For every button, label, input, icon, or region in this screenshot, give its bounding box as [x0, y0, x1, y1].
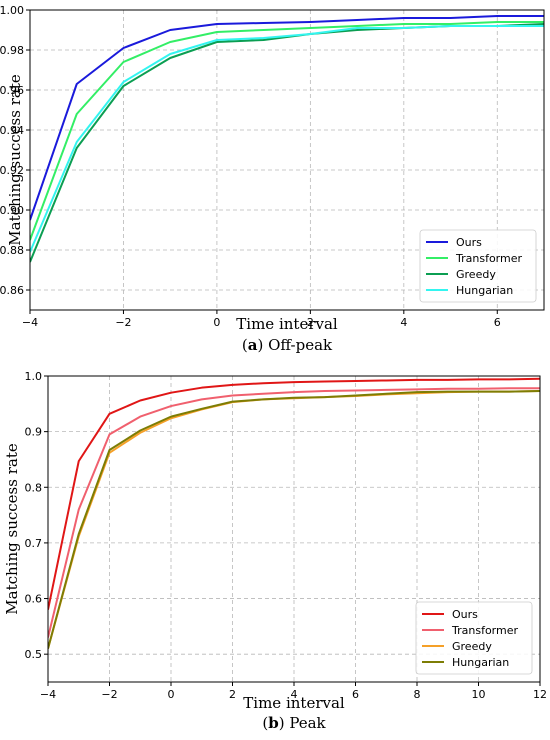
series-line-ours — [30, 15, 544, 221]
x-tick-label: 2 — [307, 316, 314, 329]
x-tick-label: 6 — [352, 688, 359, 701]
legend-label-ours: Ours — [456, 236, 482, 249]
y-tick-label: 1.0 — [25, 370, 43, 383]
y-tick-label: 0.92 — [0, 164, 24, 177]
y-tick-label: 0.94 — [0, 124, 24, 137]
legend-box — [415, 601, 533, 675]
y-tick-label: 0.96 — [0, 84, 24, 97]
plot-frame — [29, 9, 545, 311]
series-line-transformer — [30, 21, 544, 241]
legend-label-greedy: Greedy — [456, 268, 496, 281]
y-tick-label: 1.00 — [0, 4, 24, 17]
series-line-hungarian — [30, 25, 544, 253]
legend-label-hungarian: Hungarian — [456, 284, 513, 297]
panel-caption: (b) Peak — [262, 714, 326, 732]
y-tick-label: 0.9 — [25, 426, 43, 439]
x-tick-label: −4 — [22, 316, 38, 329]
x-tick-label: 0 — [168, 688, 175, 701]
x-tick-label: 8 — [414, 688, 421, 701]
x-tick-label: 0 — [213, 316, 220, 329]
x-tick-label: −2 — [101, 688, 117, 701]
legend-label-ours: Ours — [452, 608, 478, 621]
y-axis-label: Matching success rate — [3, 443, 21, 615]
x-tick-label: −2 — [115, 316, 131, 329]
x-axis-label: Time interval — [236, 315, 338, 333]
y-tick-label: 0.6 — [25, 593, 43, 606]
y-tick-label: 0.5 — [25, 648, 43, 661]
x-tick-label: −4 — [40, 688, 56, 701]
y-tick-label: 0.90 — [0, 204, 24, 217]
x-tick-label: 12 — [533, 688, 547, 701]
y-tick-label: 0.8 — [25, 481, 43, 494]
legend-label-transformer: Transformer — [451, 624, 518, 637]
panel-caption: (a) Off-peak — [242, 336, 333, 354]
x-axis-label: Time interval — [243, 694, 345, 712]
series-group — [30, 15, 544, 263]
y-axis-label: Matching success rate — [6, 74, 24, 246]
x-tick-label: 6 — [494, 316, 501, 329]
legend-label-greedy: Greedy — [452, 640, 492, 653]
legend: Ours Transformer Greedy Hungarian — [415, 601, 533, 675]
chart-panel-b: −4 −2 0 2 4 6 8 10 12 0.5 0.6 0.7 0.8 0.9 1.0 Time inte… — [3, 370, 547, 732]
series-line-ours — [48, 377, 540, 610]
chart-panel-a: −4 −2 0 2 4 6 0.86 0.88 0.90 0.92 0.94 0.96 0.98 1.00… — [0, 4, 545, 354]
legend-label-hungarian: Hungarian — [452, 656, 509, 669]
y-tick-label: 0.7 — [25, 537, 43, 550]
y-tick-label: 0.98 — [0, 44, 24, 57]
x-tick-label: 2 — [229, 688, 236, 701]
panel-letter: b — [268, 714, 279, 732]
legend-label-transformer: Transformer — [455, 252, 522, 265]
x-tick-label: 10 — [472, 688, 486, 701]
x-tick-label: 4 — [291, 688, 298, 701]
legend: Ours Transformer Greedy Hungarian — [419, 229, 537, 303]
x-tick-label: 4 — [400, 316, 407, 329]
y-tick-label: 0.86 — [0, 284, 24, 297]
panel-letter: a — [248, 336, 258, 354]
legend-box — [419, 229, 537, 303]
series-line-hungarian — [48, 390, 540, 649]
series-group — [48, 377, 540, 649]
series-line-transformer — [48, 387, 540, 638]
y-tick-label: 0.88 — [0, 244, 24, 257]
